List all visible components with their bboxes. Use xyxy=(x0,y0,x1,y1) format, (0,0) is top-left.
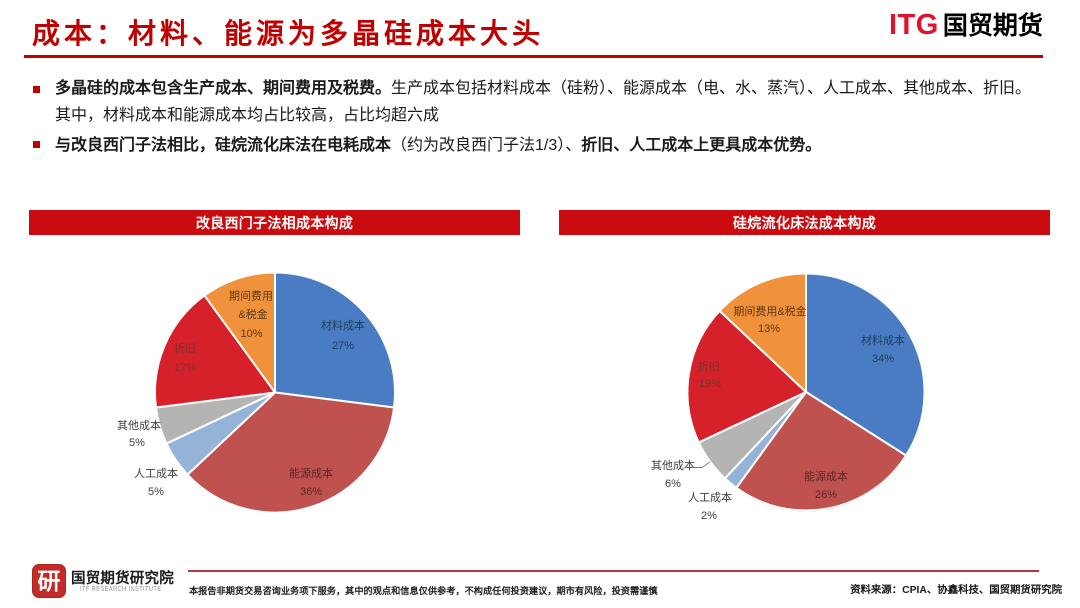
svg-text:19%: 19% xyxy=(699,378,721,390)
svg-text:能源成本: 能源成本 xyxy=(804,469,848,483)
svg-text:34%: 34% xyxy=(872,353,894,365)
svg-text:期间费用&税金: 期间费用&税金 xyxy=(733,304,806,318)
svg-text:26%: 26% xyxy=(815,489,837,501)
svg-text:5%: 5% xyxy=(148,486,164,498)
svg-text:期间费用: 期间费用 xyxy=(229,290,273,303)
svg-text:13%: 13% xyxy=(758,323,780,335)
svg-text:10%: 10% xyxy=(240,328,262,340)
svg-text:能源成本: 能源成本 xyxy=(289,466,333,480)
svg-text:材料成本: 材料成本 xyxy=(321,318,365,332)
svg-text:人工成本: 人工成本 xyxy=(134,466,178,480)
svg-text:17%: 17% xyxy=(174,362,196,374)
svg-text:其他成本: 其他成本 xyxy=(117,418,161,432)
svg-text:材料成本: 材料成本 xyxy=(861,333,905,347)
svg-text:人工成本: 人工成本 xyxy=(688,490,732,504)
svg-text:其他成本: 其他成本 xyxy=(651,458,695,472)
svg-text:36%: 36% xyxy=(300,486,322,498)
svg-text:&税金: &税金 xyxy=(238,307,267,321)
svg-text:折旧: 折旧 xyxy=(174,341,196,355)
svg-text:6%: 6% xyxy=(665,478,681,490)
svg-text:折旧: 折旧 xyxy=(698,359,720,373)
svg-text:27%: 27% xyxy=(332,340,354,352)
svg-text:5%: 5% xyxy=(129,437,145,449)
svg-text:2%: 2% xyxy=(701,510,717,522)
